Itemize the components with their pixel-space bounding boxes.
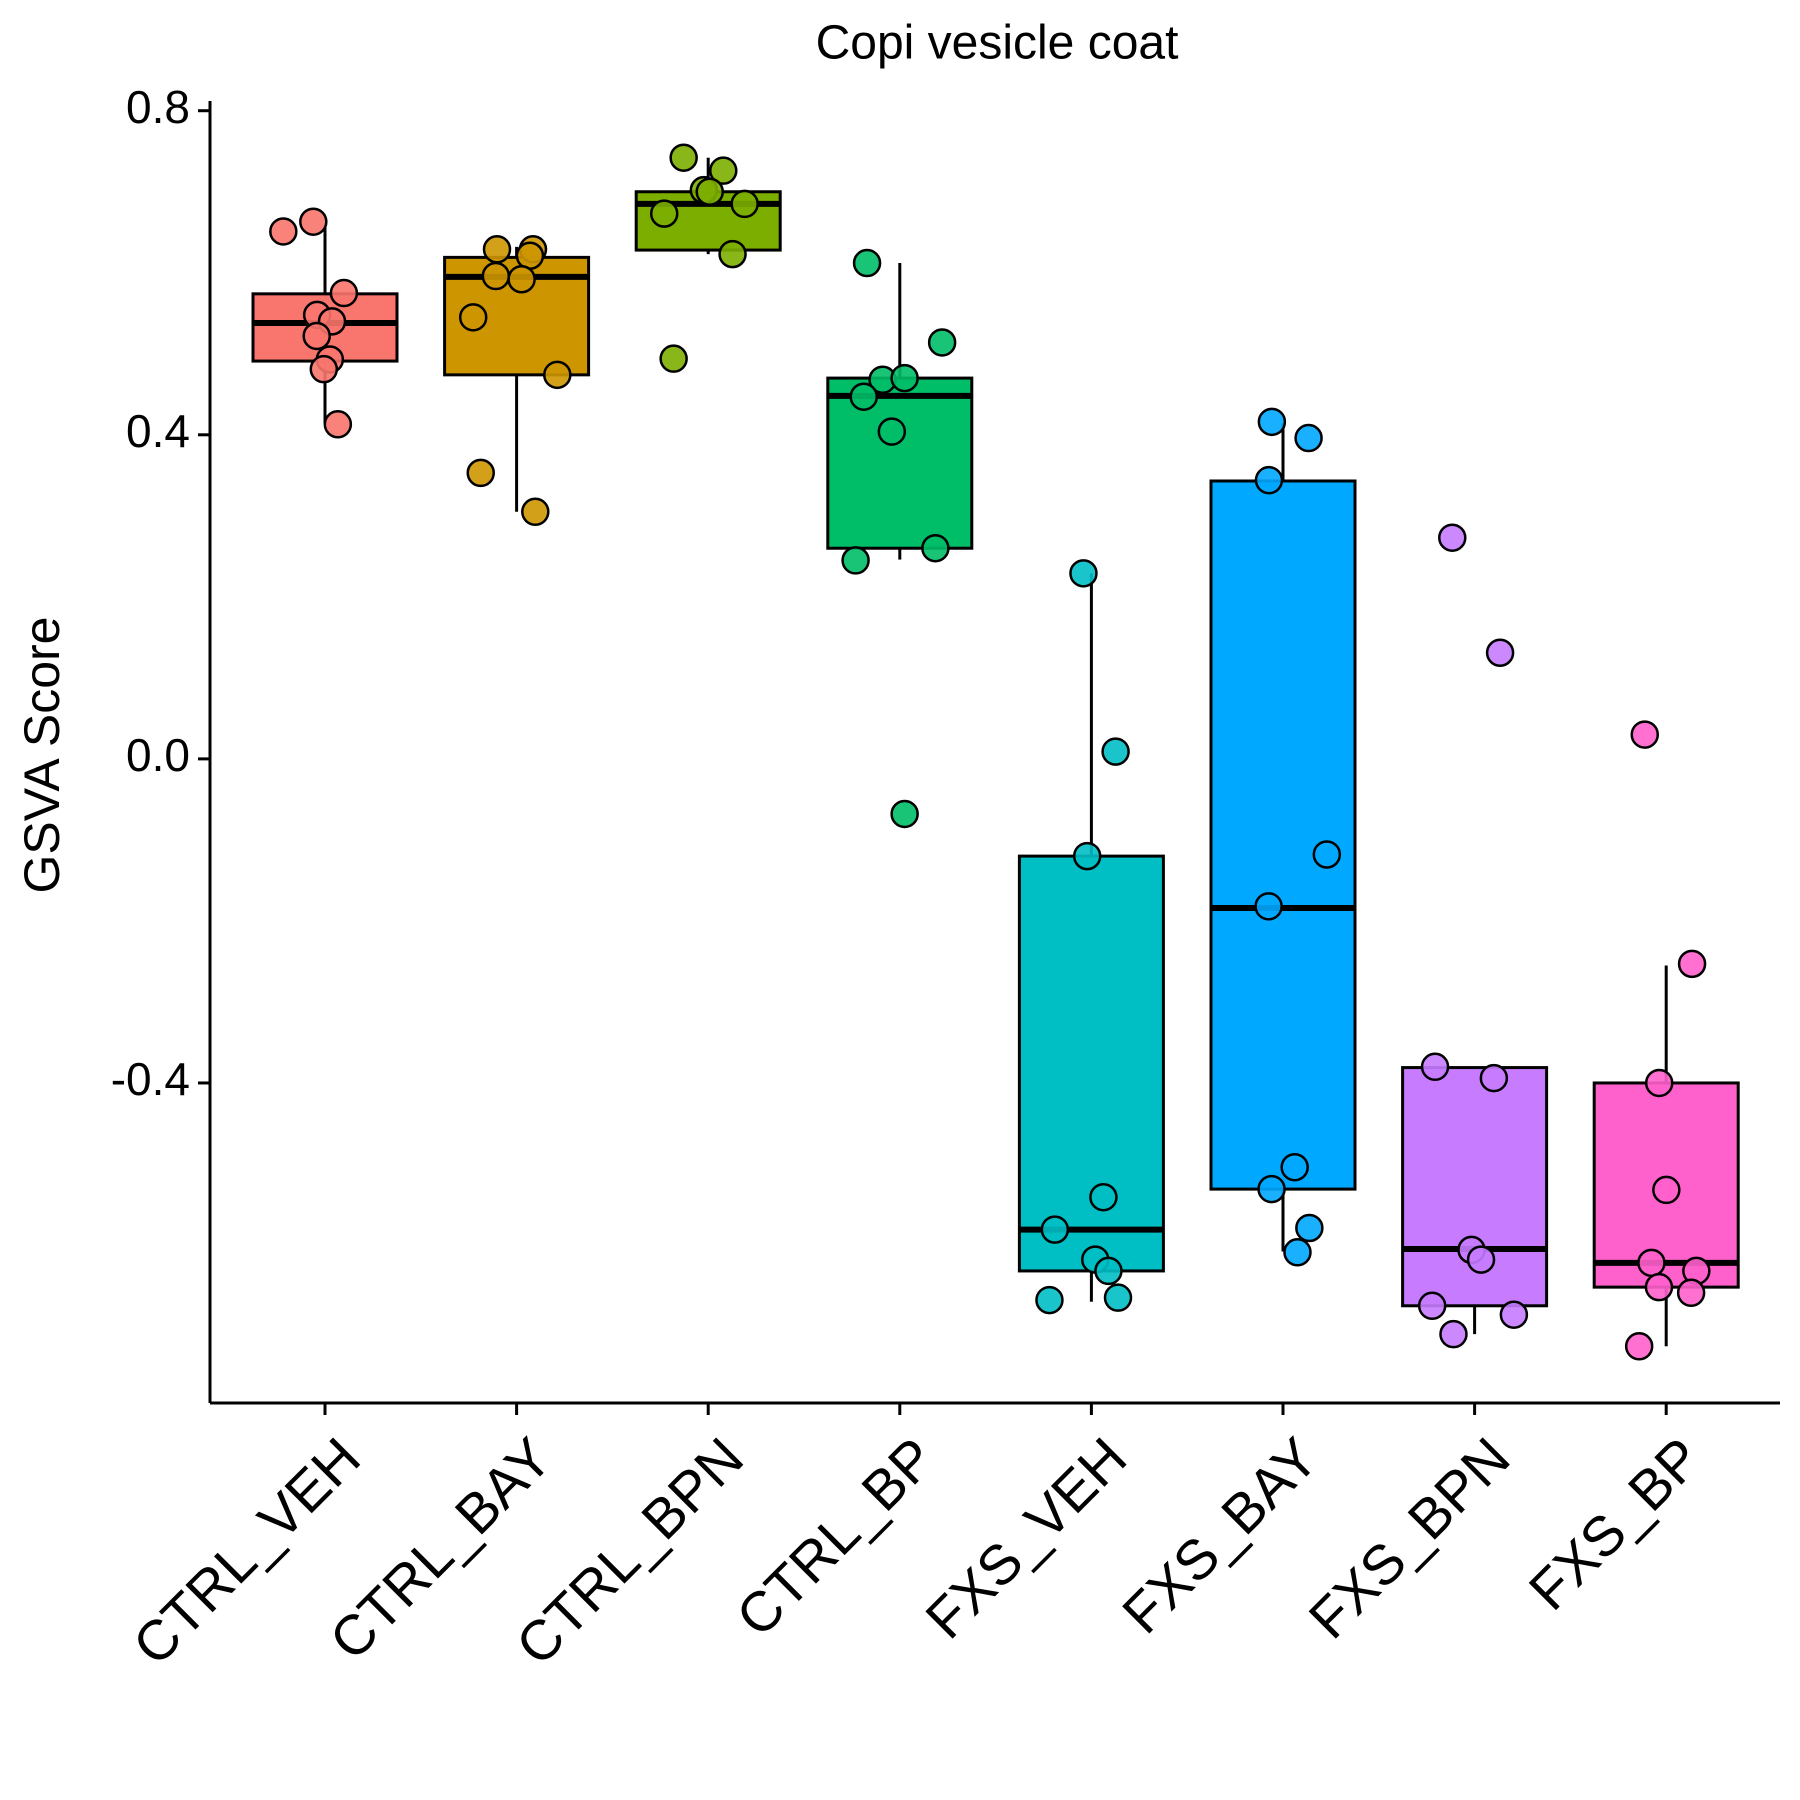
point [1644, 1068, 1674, 1098]
point [481, 261, 511, 291]
point [1677, 949, 1707, 979]
point [890, 799, 919, 829]
point [458, 303, 488, 332]
box [826, 376, 974, 550]
y-tick-label: 0.4 [126, 405, 190, 457]
point [1630, 720, 1660, 749]
point [329, 278, 359, 308]
point [1069, 559, 1098, 588]
point [1624, 1332, 1654, 1361]
point [718, 239, 747, 269]
x-tick-label: FXS_VEH [913, 1425, 1138, 1650]
point [302, 321, 331, 351]
point [849, 382, 879, 411]
point [1254, 892, 1283, 921]
point [507, 264, 536, 294]
point [927, 328, 957, 357]
point [1417, 1291, 1447, 1321]
y-tick-label: 0.0 [126, 729, 190, 781]
point [841, 546, 870, 575]
point [1257, 1174, 1286, 1204]
point [669, 143, 698, 172]
point [1280, 1152, 1309, 1182]
point [1312, 840, 1342, 869]
point [1439, 1319, 1468, 1349]
point [877, 417, 907, 446]
point [1438, 523, 1467, 552]
point [709, 156, 738, 185]
point [695, 177, 724, 206]
point [1094, 1256, 1123, 1286]
point [1499, 1300, 1529, 1329]
point [515, 241, 545, 270]
point [466, 458, 495, 488]
point [323, 410, 353, 439]
chart-title: Copi vesicle coat [816, 17, 1179, 70]
point [852, 248, 882, 278]
point [1295, 1213, 1324, 1243]
y-tick-label: -0.4 [111, 1053, 190, 1105]
point [921, 533, 950, 563]
point [730, 189, 759, 219]
point [482, 235, 512, 264]
point [1644, 1272, 1674, 1302]
point [309, 354, 339, 384]
x-tick-label: FXS_BAY [1110, 1425, 1330, 1645]
y-tick-label: 0.8 [126, 81, 190, 133]
box [1017, 854, 1165, 1273]
point [1637, 1248, 1666, 1278]
point [1485, 638, 1515, 667]
point [269, 217, 298, 246]
point [659, 344, 688, 373]
x-tick-label: FXS_BPN [1297, 1425, 1522, 1650]
box [1209, 479, 1357, 1191]
point [1035, 1285, 1064, 1315]
point [1072, 841, 1102, 871]
point [1466, 1245, 1496, 1274]
point [890, 363, 919, 393]
point [1420, 1052, 1450, 1082]
point [1089, 1182, 1118, 1212]
point [1101, 737, 1130, 766]
point [1676, 1278, 1706, 1308]
x-tick-label: CTRL_BP [724, 1425, 947, 1648]
point [543, 360, 572, 390]
point [1479, 1063, 1509, 1093]
point [1040, 1215, 1070, 1244]
point [1254, 465, 1284, 495]
point [1103, 1283, 1133, 1312]
point [1257, 407, 1287, 437]
y-axis-label: GSVA Score [14, 617, 70, 894]
point [1283, 1238, 1312, 1267]
point [1294, 423, 1323, 453]
x-tick-label: FXS_BP [1517, 1425, 1713, 1621]
point [1652, 1175, 1681, 1205]
point [521, 497, 550, 527]
point [299, 207, 328, 236]
point [649, 199, 679, 228]
